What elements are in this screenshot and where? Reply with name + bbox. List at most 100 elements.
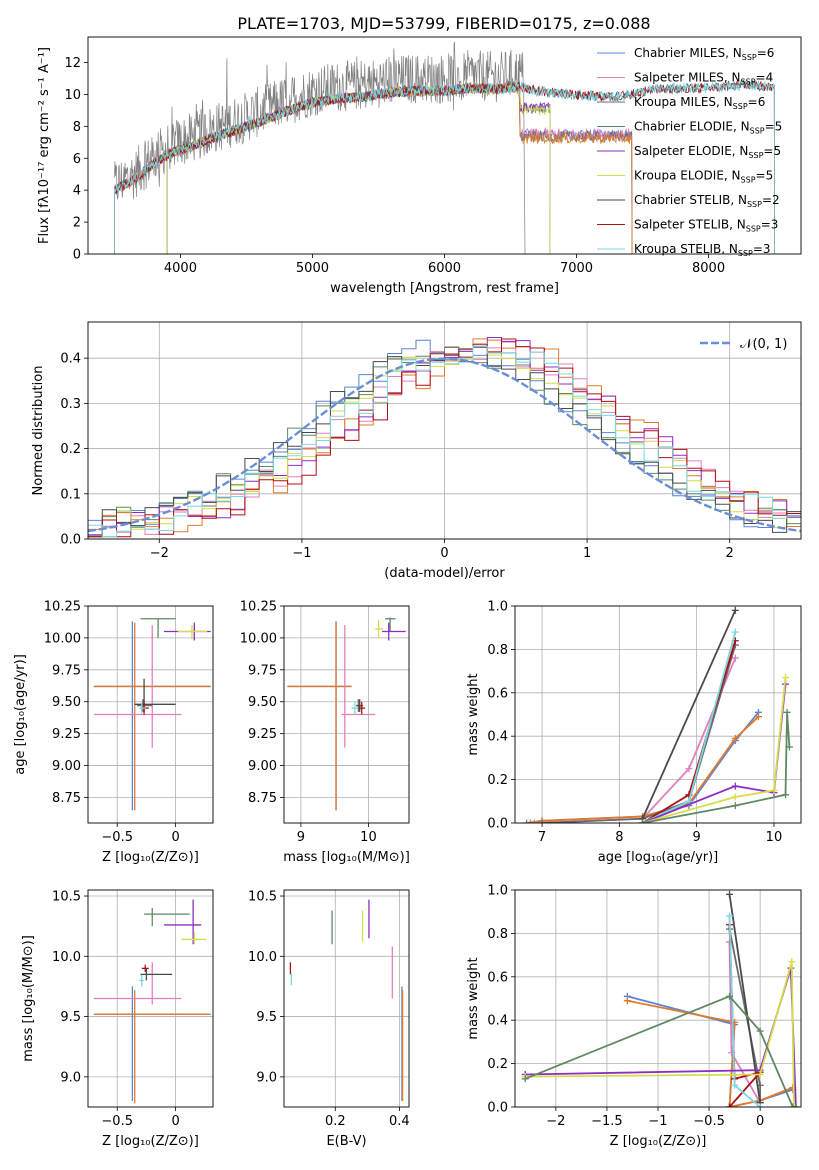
x-tick-label: 5000: [296, 261, 329, 276]
y-tick-label: 10.0: [248, 950, 277, 965]
legend-label: Salpeter MILES, NSSP=4: [634, 71, 773, 87]
weight-marker: [785, 743, 793, 751]
y-axis-label: mass [log₁₀(M/M⊙)]: [21, 935, 36, 1062]
y-tick-label: 0.3: [60, 397, 81, 412]
y-tick-label: 10.00: [44, 631, 81, 646]
x-tick-label: 0: [756, 1114, 764, 1129]
axes-age-vs-mass: 9 10 8.75 9.00 9.25 9.50 9.75 10.00 10.25 mass [l…: [240, 600, 410, 866]
plots-layer: 4000 5000 6000 7000 8000024681012wavelength …: [13, 36, 802, 1149]
spectrum-model-kroupa-elodie: [166, 80, 551, 254]
y-tick-label: 0.4: [487, 730, 508, 745]
residual-histogram: [88, 338, 801, 533]
weight-marker: [782, 791, 790, 799]
y-axis-label: mass weight: [466, 957, 481, 1039]
residual-histogram: [88, 338, 801, 538]
y-tick-label: 9.50: [248, 695, 277, 710]
weight-marker: [783, 708, 791, 716]
weight-marker: [726, 1103, 733, 1107]
weight-marker: [731, 734, 739, 742]
normal-curve: [88, 357, 801, 533]
weight-line: [641, 609, 737, 820]
y-tick-label: 0.0: [60, 533, 81, 548]
y-tick-label: 10.25: [44, 600, 81, 615]
x-tick-label: −0.5: [101, 1114, 133, 1129]
weight-marker: [726, 912, 733, 920]
weight-marker: [731, 1081, 739, 1089]
weight-marker: [754, 713, 762, 721]
plot-area-age-vs-Z: [93, 618, 211, 811]
axes-frame: [87, 605, 214, 824]
weight-line: [627, 999, 794, 1107]
y-axis-label: mass weight: [466, 673, 481, 755]
weight-marker: [685, 765, 693, 773]
weight-marker: [538, 819, 546, 823]
weight-marker: [731, 654, 739, 662]
weight-line: [542, 644, 737, 823]
figure-title: PLATE=1703, MJD=53799, FIBERID=0175, z=0…: [237, 14, 650, 33]
y-tick-label: 10.0: [52, 950, 81, 965]
y-tick-label: 12: [64, 56, 81, 71]
axes-weight-vs-age: 7 8 9 10 0.0 0.2 0.4 0.6 0.8 1.0 age [log₁₀(age/yr…: [466, 600, 802, 865]
y-tick-label: 0.0: [487, 817, 508, 832]
x-tick-label: −0.5: [693, 1114, 725, 1129]
y-tick-label: 10.25: [240, 600, 277, 615]
weight-marker: [639, 819, 647, 823]
weight-line: [525, 961, 795, 1107]
weight-line: [642, 677, 787, 823]
weight-line: [524, 995, 796, 1107]
spectrum-model-kroupa-miles: [114, 81, 633, 254]
weight-marker: [788, 958, 796, 966]
legend-label: Kroupa STELIB, NSSP=3: [634, 242, 771, 258]
x-tick-label: 0: [171, 830, 179, 845]
plot-area-weight-vs-Z: [521, 890, 800, 1107]
weight-marker: [790, 1103, 798, 1107]
legend-label: Salpeter ELODIE, NSSP=5: [634, 144, 781, 160]
y-tick-label: 0: [73, 248, 81, 263]
plot-area-mass-vs-EBV: [289, 899, 404, 1101]
weight-marker: [792, 1103, 800, 1107]
weight-line: [526, 711, 760, 823]
x-tick-label: 8000: [692, 261, 725, 276]
plot-area-mass-vs-Z: [93, 899, 211, 1104]
x-tick-label: 4000: [164, 261, 197, 276]
x-axis-label: (data-model)/error: [384, 566, 505, 581]
weight-line: [627, 995, 794, 1107]
weight-line: [728, 894, 761, 1103]
x-axis-label: age [log₁₀(age/yr)]: [598, 850, 719, 865]
weight-marker: [756, 1027, 764, 1035]
y-tick-label: 6: [73, 152, 81, 167]
legend-label: Chabrier STELIB, NSSP=2: [634, 193, 780, 209]
axes-age-vs-Z: −0.5 0 8.75 9.00 9.25 9.50 9.75 10.00 10.25 Z [lo…: [13, 600, 214, 865]
y-tick-label: 10: [64, 88, 81, 103]
y-tick-label: 0.0: [487, 1101, 508, 1116]
x-axis-label: wavelength [Angstrom, rest frame]: [330, 281, 559, 296]
legend-label: Chabrier MILES, NSSP=6: [634, 46, 774, 62]
axes-mass-vs-Z: −0.5 0 9.0 9.5 10.0 10.5 Z [log₁₀(Z/Z⊙)] mass […: [21, 890, 214, 1149]
plot-area-age-vs-mass: [287, 617, 406, 811]
y-tick-label: 1.0: [487, 884, 508, 899]
y-tick-label: 0.6: [487, 970, 508, 985]
weight-marker: [526, 819, 534, 823]
x-tick-label: −1.5: [591, 1114, 623, 1129]
y-tick-label: 8.75: [52, 791, 81, 806]
y-tick-label: 9.25: [52, 727, 81, 742]
x-tick-label: 0: [171, 1114, 179, 1129]
x-tick-label: −1: [648, 1114, 667, 1129]
x-tick-label: 9: [693, 830, 701, 845]
weight-marker: [770, 786, 778, 794]
x-tick-label: 2: [726, 546, 734, 561]
y-axis-label: Flux [fλ10⁻¹⁷ erg cm⁻² s⁻¹ A⁻¹]: [37, 47, 52, 244]
spectrum-model-kroupa-stelib: [114, 79, 775, 254]
y-tick-label: 9.0: [256, 1070, 277, 1085]
x-axis-label: Z [log₁₀(Z/Z⊙)]: [102, 850, 199, 865]
weight-marker: [731, 793, 739, 801]
weight-marker: [789, 1103, 797, 1107]
plot-area-residuals: [88, 337, 801, 538]
legend-label: Chabrier ELODIE, NSSP=5: [634, 120, 782, 136]
x-tick-label: 0.2: [325, 1114, 346, 1129]
y-tick-label: 8: [73, 120, 81, 135]
y-tick-label: 1.0: [487, 600, 508, 615]
y-tick-label: 9.00: [52, 759, 81, 774]
y-tick-label: 0.4: [487, 1014, 508, 1029]
